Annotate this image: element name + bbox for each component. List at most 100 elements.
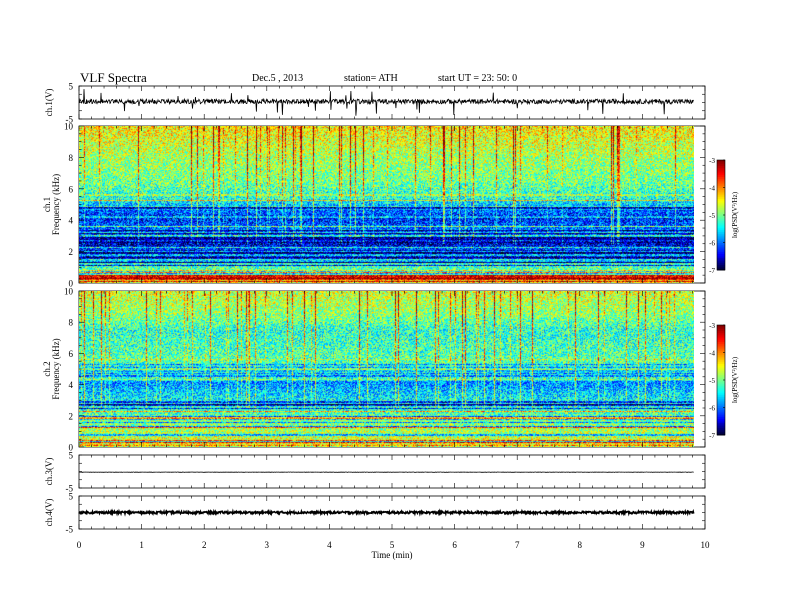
colorbar-cell [717, 211, 725, 214]
colorbar-cell [717, 202, 725, 205]
colorbar-cell [717, 354, 725, 357]
colorbar-cell [717, 264, 725, 267]
colorbar-cell [717, 200, 725, 203]
y-tick-label: 6 [69, 349, 74, 359]
colorbar-cell [717, 224, 725, 227]
colorbar-cell [717, 222, 725, 225]
colorbar-cell [717, 337, 725, 341]
colorbar-cell [717, 330, 725, 333]
y-tick-label: 4 [69, 380, 74, 390]
colorbar-cell [717, 387, 725, 390]
x-tick-label: 4 [327, 540, 332, 550]
colorbar-cell [717, 405, 725, 408]
colorbar-cell [717, 187, 725, 190]
colorbar-tick-label: -4 [709, 185, 715, 193]
colorbar-cell [717, 367, 725, 370]
colorbar-cell [717, 174, 725, 177]
colorbar-cell [717, 341, 725, 344]
colorbar-cell [717, 213, 725, 216]
y-tick-label: -5 [66, 115, 74, 125]
colorbar-cell [717, 389, 725, 392]
colorbar-cell [717, 391, 725, 394]
colorbar-cell [717, 398, 725, 401]
waveform-trace-4 [78, 508, 695, 517]
y-axis-channel-label: ch.1 [42, 197, 52, 212]
colorbar-cell [717, 161, 725, 165]
colorbar-cell [717, 260, 725, 264]
colorbar-cell [717, 165, 725, 168]
colorbar-cell [717, 251, 725, 254]
start-time-label: start UT = 23: 50: 0 [438, 73, 518, 84]
colorbar-cell [717, 422, 725, 425]
x-tick-label: 3 [265, 540, 270, 550]
colorbar-cell [717, 249, 725, 253]
colorbar-cell [717, 248, 725, 251]
colorbar-cell [717, 431, 725, 434]
colorbar-cell [717, 169, 725, 172]
y-tick-label: 8 [69, 153, 74, 163]
x-tick-label: 8 [578, 540, 583, 550]
colorbar-cell [717, 325, 725, 328]
colorbar-cell [717, 237, 725, 240]
station-label: station= ATH [344, 73, 398, 84]
colorbar-cell [717, 189, 725, 192]
colorbar-cell [717, 345, 725, 348]
y-tick-label: 5 [69, 451, 74, 461]
colorbar-cell [717, 409, 725, 412]
colorbar-cell [717, 220, 725, 223]
colorbar-cell [717, 376, 725, 379]
colorbar-cell [717, 268, 725, 271]
colorbar-cell [717, 176, 725, 179]
colorbar-cell [717, 257, 725, 260]
x-tick-label: 0 [77, 540, 82, 550]
colorbar-cell [717, 352, 725, 355]
colorbar-cell [717, 383, 725, 386]
colorbar-cell [717, 374, 725, 377]
colorbar-cell [717, 167, 725, 170]
colorbar-cell [717, 246, 725, 249]
colorbar-label: log(PSD(V²/Hz) [731, 356, 739, 403]
colorbar-cell [717, 332, 725, 335]
colorbar-cell [717, 226, 725, 229]
colorbar-cell [717, 196, 725, 199]
colorbar-tick-label: -3 [709, 157, 715, 165]
colorbar-cell [717, 420, 725, 423]
colorbar-cell [717, 227, 725, 231]
y-tick-label: 4 [69, 216, 74, 226]
waveform-trace-0 [78, 89, 694, 116]
colorbar-cell [717, 180, 725, 183]
colorbar-cell [717, 218, 725, 221]
y-tick-label: -5 [66, 525, 74, 535]
colorbar-tick-label: -6 [709, 240, 715, 248]
colorbar-cell [717, 424, 725, 427]
colorbar-cell [717, 163, 725, 166]
colorbar-cell [717, 238, 725, 242]
y-tick-label: 5 [69, 492, 74, 502]
colorbar-cell [717, 392, 725, 396]
y-axis-label: ch.4(V) [44, 499, 54, 527]
colorbar-cell [717, 262, 725, 265]
waveform-traces [78, 89, 695, 517]
colorbar-cell [717, 381, 725, 385]
x-tick-label: 1 [139, 540, 144, 550]
colorbar-cell [717, 240, 725, 243]
y-tick-label: 10 [64, 287, 74, 297]
colorbar-cell [717, 198, 725, 201]
y-axis-label: Frequency (kHz) [51, 338, 61, 399]
colorbar-cell [717, 350, 725, 353]
colorbar-cell [717, 380, 725, 383]
y-tick-label: 8 [69, 318, 74, 328]
colorbar-cell [717, 233, 725, 236]
x-tick-label: 10 [701, 540, 711, 550]
x-tick-label: 6 [452, 540, 457, 550]
colorbar-cell [717, 328, 725, 331]
colorbar-cell [717, 356, 725, 359]
y-tick-label: 10 [64, 122, 74, 132]
colorbar-cell [717, 336, 725, 339]
colorbar-cell [717, 209, 725, 212]
colorbar-tick-label: -7 [709, 432, 715, 440]
ch2-spectrogram [79, 291, 694, 447]
colorbar-cell [717, 343, 725, 346]
y-tick-label: 2 [69, 247, 74, 257]
